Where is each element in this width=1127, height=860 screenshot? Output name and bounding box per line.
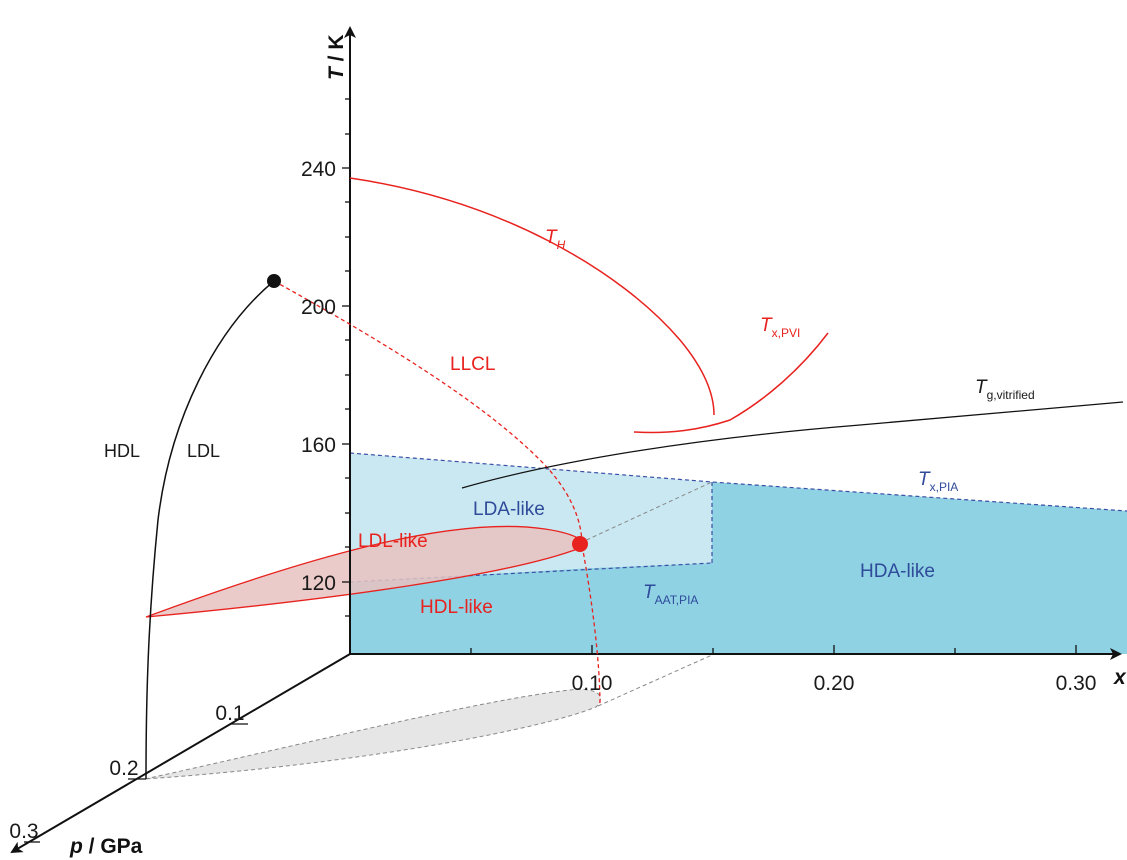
hdl-label: HDL: [104, 441, 140, 461]
t-tick-200: 200: [301, 296, 336, 319]
t-tick-160: 160: [301, 434, 336, 457]
p-tick-02: 0.2: [109, 757, 138, 780]
hda-like-label: HDA-like: [860, 561, 935, 582]
th-curve: [350, 178, 714, 415]
projection-line: [598, 655, 712, 706]
t-tick-240: 240: [301, 158, 336, 181]
t-tick-120: 120: [301, 572, 336, 595]
p-tick-01: 0.1: [215, 702, 244, 725]
ldl-like-label: LDL-like: [358, 531, 428, 552]
tx-pvi-label: Tx,PVI: [760, 315, 800, 340]
tx-pia-label: Tx,PIA: [918, 469, 958, 494]
t-axis-title: T / K: [325, 35, 348, 81]
critical-point-red: [572, 536, 588, 552]
hdl-like-label: HDL-like: [420, 597, 493, 618]
x-tick-030: 0.30: [1056, 672, 1097, 695]
x-tick-020: 0.20: [814, 672, 855, 695]
tx-pvi-curve: [634, 333, 828, 433]
t-axis-ticks: [342, 99, 350, 616]
critical-point-black: [267, 274, 281, 288]
hdl-ldl-boundary: [146, 281, 274, 779]
lda-like-label: LDA-like: [473, 499, 545, 520]
tg-vitrified-label: Tg,vitrified: [975, 377, 1035, 402]
ldl-label: LDL: [187, 441, 220, 461]
x-tick-010: 0.10: [572, 672, 613, 695]
llcl-label: LLCL: [450, 354, 495, 375]
th-label: TH: [545, 227, 566, 252]
p-axis-title: p / GPa: [69, 835, 143, 858]
x-axis-title: x: [1113, 666, 1127, 689]
p-tick-03: 0.3: [9, 820, 38, 843]
